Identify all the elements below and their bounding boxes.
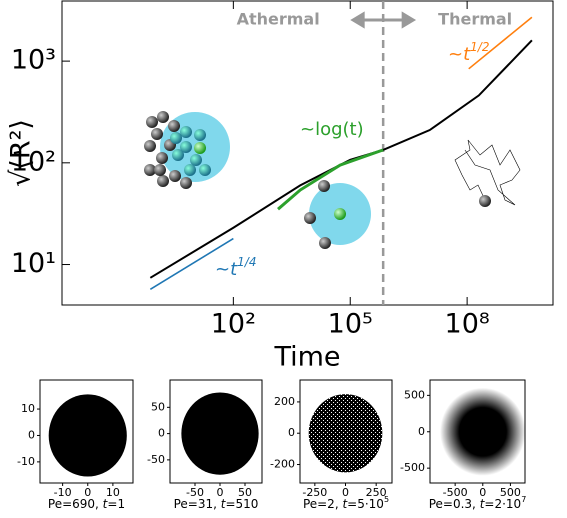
x-axis-label: Time: [273, 342, 340, 373]
x-tick-label: 500: [500, 486, 521, 499]
y-tick-label: 0: [28, 428, 35, 441]
plot-frame: [61, 0, 554, 306]
y-tick-label: 10³: [11, 45, 56, 76]
caption-text: Pe=31,: [174, 497, 221, 511]
x-tick-label: -500: [443, 486, 468, 499]
y-tick-label: 10²: [11, 146, 56, 177]
series-line: [468, 16, 533, 70]
x-tick-label: 10: [106, 486, 120, 499]
annotation: ~t1/2: [448, 40, 489, 66]
illustration: [144, 111, 521, 249]
inset-caption: Pe=0.3, t=2·107: [429, 495, 527, 511]
y-tick-label: -500: [400, 461, 425, 474]
annotation-text: ~t: [215, 259, 238, 280]
y-tick-label: 0: [418, 425, 425, 438]
inset-caption: Pe=31, t=510: [174, 497, 259, 511]
caption-exponent: 7: [521, 495, 526, 504]
caption-text: t: [103, 497, 109, 511]
x-tick-label: 0: [84, 486, 91, 499]
annotation-text: ~log(t): [300, 119, 364, 140]
y-tick-label: 0: [288, 426, 295, 439]
caption-text: Pe=690,: [48, 497, 103, 511]
x-tick-label: 250: [366, 486, 387, 499]
y-tick-label: -200: [270, 458, 295, 471]
caption-text: =1: [107, 497, 125, 511]
region-label: Thermal: [438, 10, 512, 29]
main-plot: 10² 10⁵ 10⁸ 10¹ 10² 10³ Time √⟨R²⟩ Athermal Therm…: [6, 0, 554, 373]
caption-text: =510: [225, 497, 258, 511]
inset-frame: [169, 379, 263, 484]
x-tick-label: 10⁵: [328, 309, 373, 340]
caption-text: t: [480, 497, 486, 511]
point-cloud: [440, 387, 526, 476]
annotation: ~log(t): [300, 119, 364, 140]
series-line: [277, 148, 384, 211]
y-tick-label: -50: [147, 453, 165, 466]
caption-text: =5·10: [347, 497, 384, 511]
point-cloud: [308, 394, 383, 473]
y-tick-label: 50: [151, 400, 165, 413]
series-line: [149, 237, 234, 291]
y-tick-label: 500: [404, 388, 425, 401]
caption-text: =2·10: [484, 497, 521, 511]
annotation: ~t1/4: [215, 255, 256, 281]
caption-text: t: [221, 497, 227, 511]
caption-text: Pe=0.3,: [429, 497, 480, 511]
x-tick-label: 0: [342, 486, 349, 499]
region-label: Athermal: [237, 10, 320, 29]
y-tick-label: 10¹: [11, 248, 56, 279]
annotation-exponent: 1/4: [237, 255, 256, 269]
y-tick-label: -10: [17, 455, 35, 468]
point-cloud: [181, 392, 259, 475]
crossover-arrow: [350, 11, 417, 29]
x-tick-label: -250: [302, 486, 327, 499]
y-tick-label: 200: [274, 395, 295, 408]
inset-caption: Pe=2, t=5·105: [303, 495, 389, 511]
x-tick-label: 10⁸: [445, 309, 490, 340]
x-tick-label: 10²: [211, 309, 256, 340]
y-tick-label: 0: [158, 427, 165, 440]
caption-text: t: [342, 497, 348, 511]
caption-text: Pe=2,: [303, 497, 343, 511]
inset-frame: [39, 379, 134, 484]
annotation-exponent: 1/2: [470, 40, 489, 54]
x-tick-label: 50: [238, 486, 252, 499]
point-cloud: [48, 394, 127, 477]
caption-exponent: 5: [384, 495, 389, 504]
x-tick-label: -50: [186, 486, 204, 499]
y-axis-label: √⟨R²⟩: [6, 119, 37, 187]
x-tick-label: 0: [217, 486, 224, 499]
x-tick-label: -10: [54, 486, 72, 499]
y-tick-label: 10: [21, 402, 35, 415]
inset-caption: Pe=690, t=1: [48, 497, 125, 511]
x-tick-label: 0: [479, 486, 486, 499]
annotation-text: ~t: [448, 44, 471, 65]
